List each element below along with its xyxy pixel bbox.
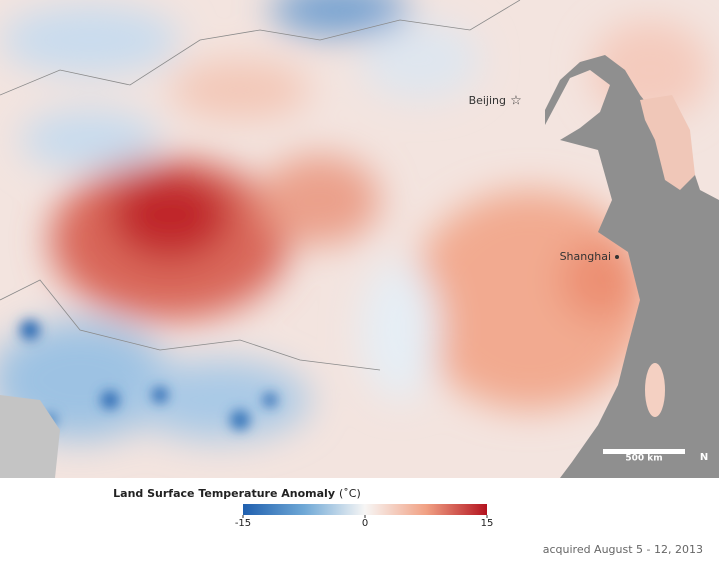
city-label: Shanghai	[560, 250, 611, 263]
tick-label: 0	[362, 518, 368, 529]
border	[0, 279, 381, 371]
city-label: Beijing	[469, 94, 506, 107]
tick-label: -15	[235, 518, 251, 529]
legend-ticks: -15 0 15	[235, 515, 494, 529]
tick-label: 15	[481, 518, 494, 529]
map: 500 km N Beijing ☆ Shanghai	[0, 0, 719, 478]
caption: acquired August 5 - 12, 2013	[543, 543, 703, 556]
scale-label: 500 km	[625, 454, 662, 464]
korea	[640, 95, 695, 190]
sea	[545, 55, 719, 478]
sea-southwest	[0, 395, 60, 478]
city-marker: ☆	[510, 94, 522, 109]
speckles	[20, 320, 277, 430]
north-arrow: N	[700, 452, 708, 463]
city-marker	[615, 255, 619, 259]
border	[0, 0, 521, 96]
anomaly-field	[0, 0, 710, 440]
color-bar	[243, 504, 487, 515]
scale-bar	[603, 449, 685, 454]
legend-unit: (˚C)	[339, 487, 361, 500]
legend-title: Land Surface Temperature Anomaly	[113, 487, 335, 500]
taiwan	[645, 363, 665, 417]
